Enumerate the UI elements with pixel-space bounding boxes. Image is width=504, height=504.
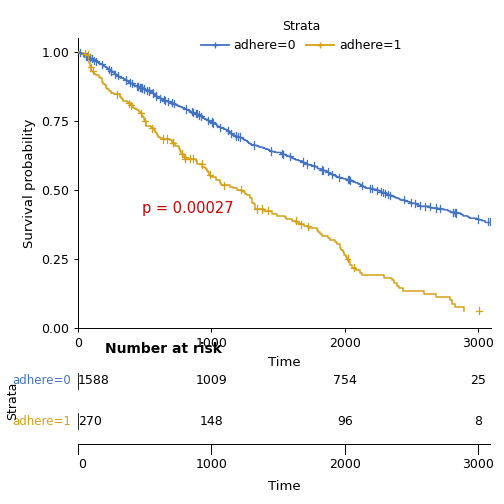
Text: 754: 754 — [333, 374, 357, 388]
Text: 3000: 3000 — [462, 458, 494, 471]
Text: Strata: Strata — [6, 382, 19, 420]
Text: adhere=1: adhere=1 — [13, 415, 72, 428]
Text: p = 0.00027: p = 0.00027 — [142, 201, 234, 216]
Text: adhere=0: adhere=0 — [13, 374, 72, 388]
Text: Time: Time — [269, 480, 301, 493]
Legend: adhere=0, adhere=1: adhere=0, adhere=1 — [196, 15, 406, 57]
Text: 8: 8 — [474, 415, 482, 428]
Text: 1000: 1000 — [196, 458, 227, 471]
Text: Number at risk: Number at risk — [105, 342, 222, 356]
Text: 96: 96 — [337, 415, 353, 428]
X-axis label: Time: Time — [269, 356, 301, 368]
Text: 1588: 1588 — [78, 374, 110, 388]
Text: 0: 0 — [78, 458, 86, 471]
Text: 1009: 1009 — [196, 374, 227, 388]
Text: 148: 148 — [200, 415, 223, 428]
Text: 270: 270 — [78, 415, 102, 428]
Text: 25: 25 — [470, 374, 486, 388]
Y-axis label: Survival probability: Survival probability — [23, 118, 36, 247]
Text: 2000: 2000 — [329, 458, 361, 471]
